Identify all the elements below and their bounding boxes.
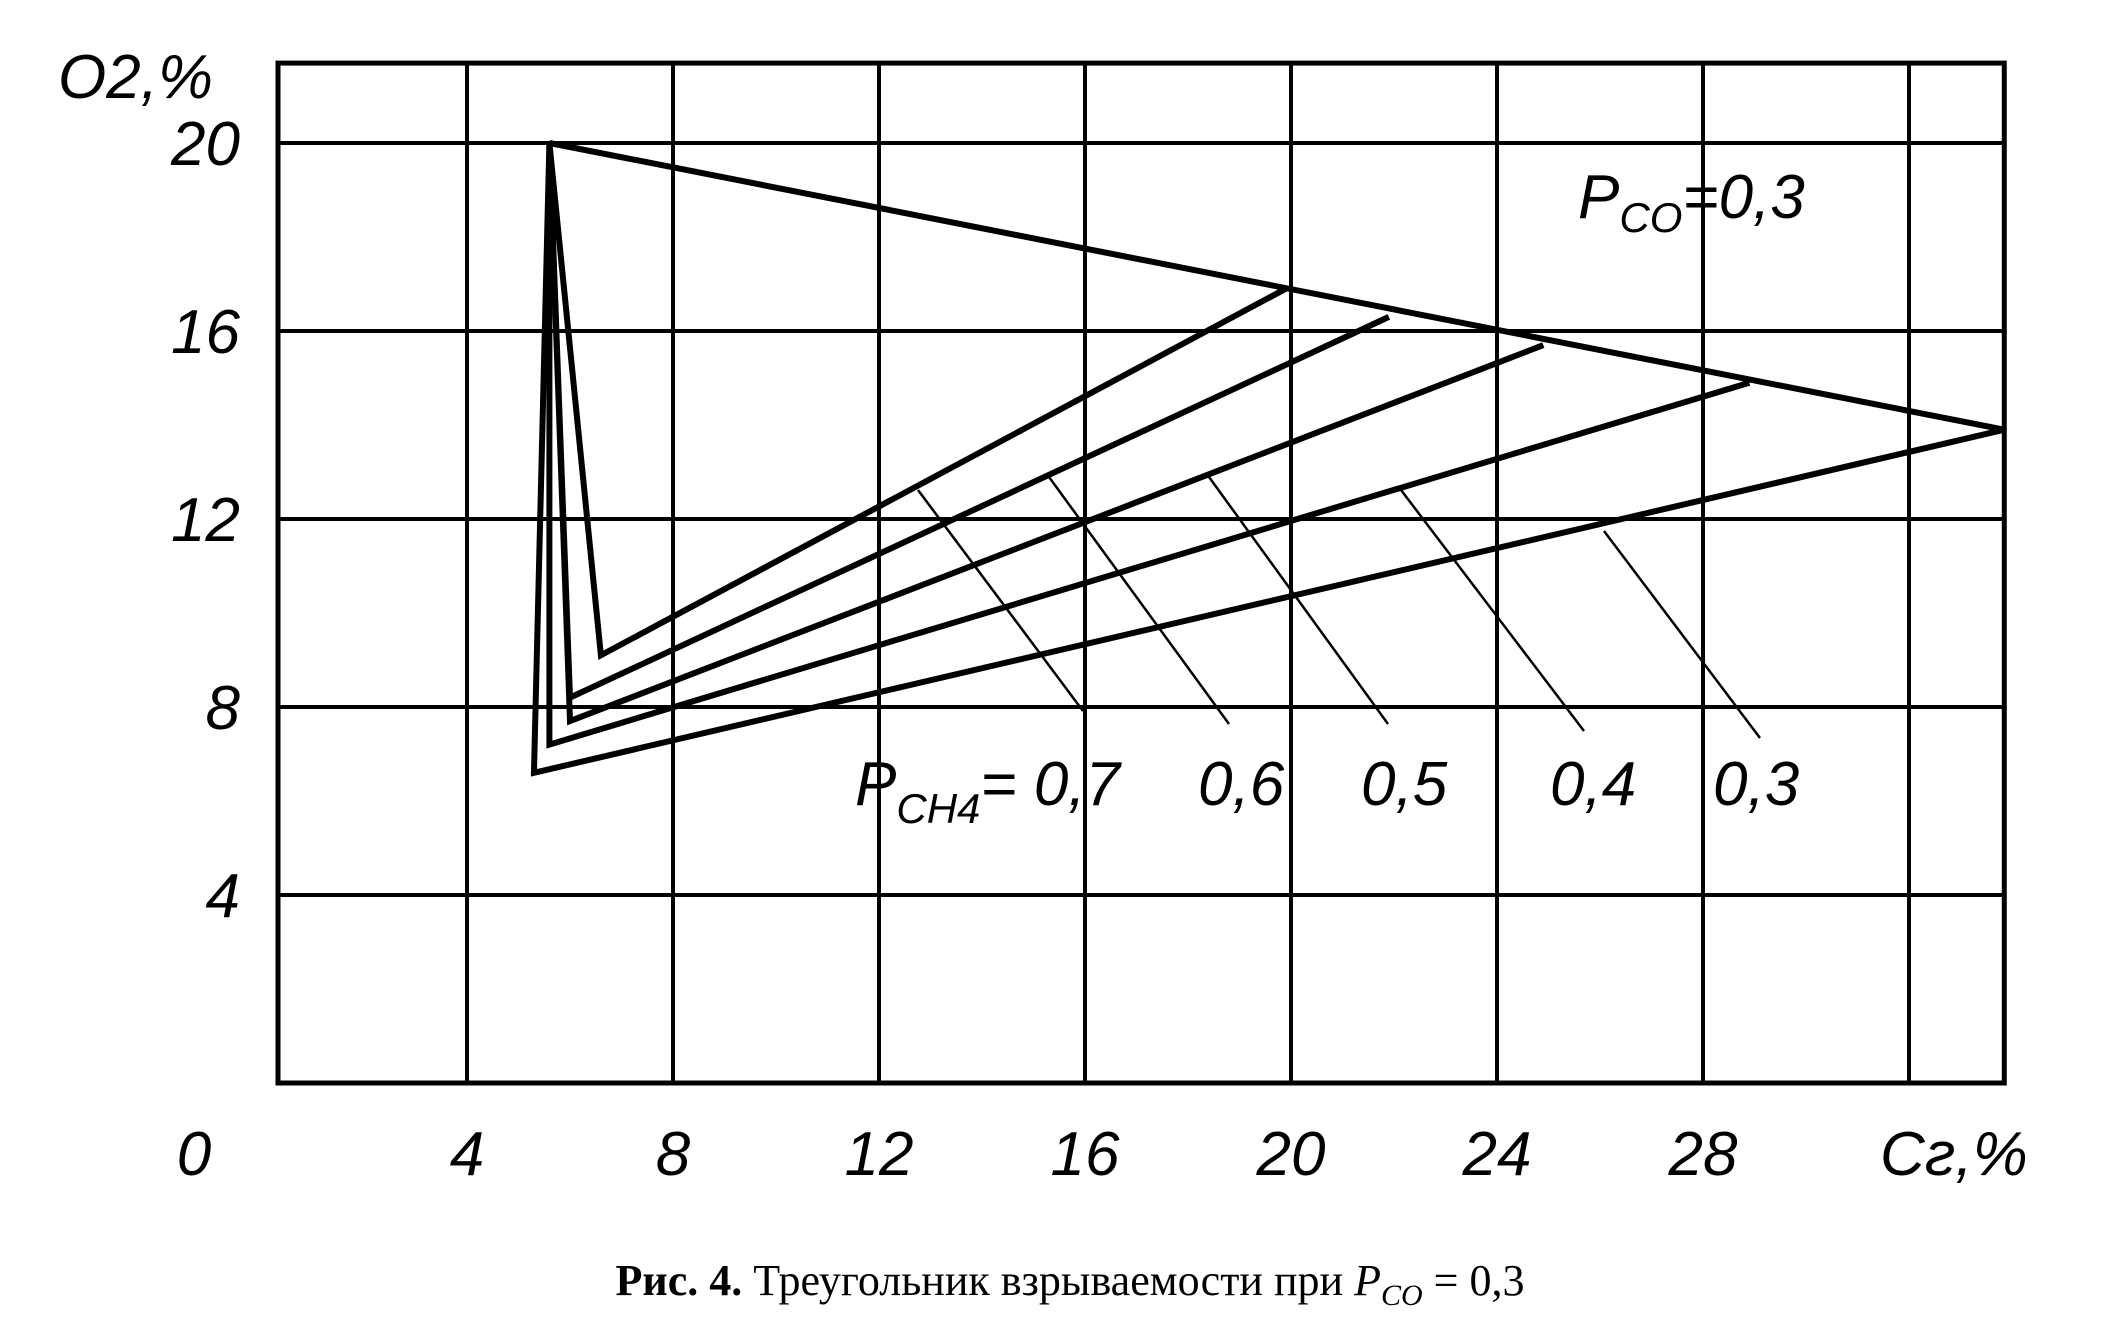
y-tick-label: 20 xyxy=(170,110,240,179)
pch4-sub: CH4 xyxy=(896,785,980,832)
y-axis-label: O2,% xyxy=(58,43,213,112)
x-tick-label: 20 xyxy=(1256,1120,1326,1189)
series-group xyxy=(530,140,2005,777)
figure-caption: Рис. 4. Треугольник взрываемости при PCO… xyxy=(616,1256,1525,1312)
series-label-0.3: 0,3 xyxy=(1713,750,1799,819)
y-tick-label: 4 xyxy=(206,862,240,931)
series-label-0.6: 0,6 xyxy=(1198,750,1285,819)
y-tick-labels: 4 8 12 16 20 xyxy=(170,110,240,931)
series-line-0,7 xyxy=(546,142,1288,661)
series-label-0.7-value: = 0,7 xyxy=(980,750,1122,819)
x-tick-label: 4 xyxy=(450,1120,484,1189)
leader-line-0.4 xyxy=(1400,489,1585,732)
pco-annotation-value: =0,3 xyxy=(1682,163,1804,232)
x-tick-labels: 0 4 8 12 16 20 24 28 xyxy=(177,1120,1738,1189)
upper-limit-line xyxy=(548,140,2005,433)
caption-text: Треугольник взрываемости при xyxy=(742,1256,1354,1305)
x-tick-label: 16 xyxy=(1051,1120,1120,1189)
x-tick-label: 24 xyxy=(1462,1120,1532,1189)
y-tick-label: 16 xyxy=(171,298,240,367)
series-line-0,4 xyxy=(546,143,1751,749)
series-label-0.7: PCH4= 0,7 xyxy=(855,750,1123,832)
pco-annotation-sub: CO xyxy=(1619,194,1682,241)
caption-number: Рис. 4. xyxy=(616,1256,743,1305)
series-line-0,3 xyxy=(530,142,2005,777)
series-line-0,5 xyxy=(546,142,1545,726)
x-tick-label: 0 xyxy=(177,1120,211,1189)
caption-value: = 0,3 xyxy=(1423,1256,1525,1305)
x-axis-label: Cг,% xyxy=(1880,1120,2028,1189)
pco-annotation-p: P xyxy=(1578,163,1619,232)
leader-line-0.7 xyxy=(916,489,1085,712)
leader-lines xyxy=(916,476,1761,739)
x-tick-label: 28 xyxy=(1668,1120,1738,1189)
leader-line-0.3 xyxy=(1603,530,1761,739)
plot-frame xyxy=(275,60,2007,1086)
leader-line-0.6 xyxy=(1047,476,1231,725)
pco-annotation: PCO=0,3 xyxy=(1578,163,1805,241)
x-tick-label: 12 xyxy=(845,1120,914,1189)
pch4-p: P xyxy=(855,750,896,819)
y-tick-label: 8 xyxy=(206,674,241,743)
series-label-0.5: 0,5 xyxy=(1361,750,1448,819)
y-tick-label: 12 xyxy=(171,486,240,555)
caption-sub: CO xyxy=(1381,1279,1423,1312)
series-label-0.4: 0,4 xyxy=(1550,750,1636,819)
caption-var: P xyxy=(1353,1256,1381,1305)
leader-line-0.5 xyxy=(1207,476,1390,725)
x-tick-label: 8 xyxy=(656,1120,691,1189)
